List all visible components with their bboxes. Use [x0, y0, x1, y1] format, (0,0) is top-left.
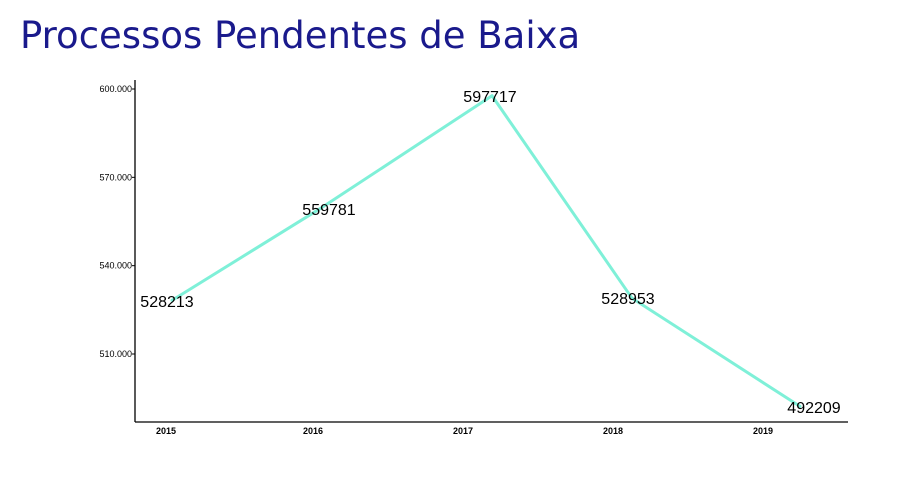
y-tick-label: 540.000 — [99, 261, 132, 271]
x-tick-label: 2015 — [156, 426, 176, 436]
data-label: 559781 — [302, 202, 355, 219]
x-tick-label: 2017 — [453, 426, 473, 436]
x-tick-label: 2018 — [603, 426, 623, 436]
y-tick-label: 510.000 — [99, 349, 132, 359]
y-tick-label: 570.000 — [99, 172, 132, 182]
y-tick-label: 600.000 — [99, 84, 132, 94]
data-point — [490, 94, 494, 98]
data-label: 492209 — [787, 400, 840, 417]
chart-title: Processos Pendentes de Baixa — [20, 14, 581, 57]
data-label: 528213 — [140, 294, 193, 311]
data-line — [171, 94, 801, 408]
data-label: 528953 — [601, 291, 654, 308]
data-point — [170, 298, 174, 302]
x-tick-label: 2016 — [303, 426, 323, 436]
data-point — [798, 404, 802, 408]
data-point — [630, 296, 634, 300]
data-label: 597717 — [463, 89, 516, 106]
x-tick-label: 2019 — [753, 426, 773, 436]
data-point — [320, 205, 324, 209]
